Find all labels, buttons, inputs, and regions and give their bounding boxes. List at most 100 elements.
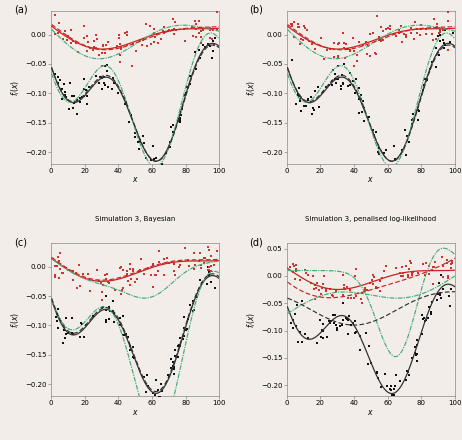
- Point: [365, 361, 372, 368]
- Point: [362, 39, 370, 46]
- Point: [58, 95, 65, 103]
- Point: [402, 31, 409, 38]
- Point: [110, 310, 118, 317]
- Point: [126, 282, 134, 289]
- Point: [377, 37, 384, 44]
- Point: [176, 341, 183, 348]
- Point: [109, 307, 116, 314]
- Point: [142, 20, 150, 27]
- Point: [127, 260, 134, 267]
- Point: [349, 77, 357, 84]
- Point: [338, 322, 346, 329]
- Point: [366, 52, 374, 59]
- Point: [101, 81, 109, 88]
- Point: [332, 321, 340, 328]
- Point: [136, 136, 143, 143]
- Point: [337, 86, 344, 93]
- Point: [344, 294, 352, 301]
- Y-axis label: $f_i(x)$: $f_i(x)$: [10, 312, 22, 328]
- Point: [142, 154, 150, 161]
- Point: [176, 118, 184, 125]
- Point: [209, 48, 216, 55]
- Point: [438, 253, 446, 260]
- Point: [136, 37, 144, 44]
- Point: [206, 43, 213, 50]
- Point: [122, 332, 129, 339]
- Point: [391, 143, 398, 150]
- Point: [176, 264, 183, 271]
- Point: [423, 260, 430, 267]
- Point: [383, 164, 390, 171]
- Point: [374, 284, 381, 291]
- Point: [105, 315, 112, 322]
- Point: [361, 287, 369, 294]
- Point: [437, 27, 444, 34]
- Point: [409, 268, 417, 275]
- Point: [355, 38, 363, 45]
- Point: [319, 327, 327, 334]
- Point: [105, 315, 112, 322]
- Point: [432, 36, 440, 43]
- Point: [122, 99, 130, 106]
- Point: [375, 34, 383, 41]
- Point: [377, 37, 384, 44]
- Point: [408, 355, 416, 362]
- Point: [170, 129, 177, 136]
- Point: [116, 58, 124, 65]
- Point: [197, 40, 205, 47]
- Point: [371, 274, 378, 281]
- Point: [317, 334, 324, 341]
- Point: [347, 322, 354, 329]
- Point: [166, 144, 174, 151]
- Point: [64, 33, 71, 40]
- Point: [213, 26, 220, 33]
- Point: [417, 32, 424, 39]
- Point: [102, 318, 109, 325]
- Point: [288, 319, 295, 326]
- Point: [152, 271, 160, 278]
- Point: [175, 353, 182, 360]
- Point: [326, 317, 333, 324]
- Point: [375, 144, 382, 151]
- Point: [77, 282, 84, 290]
- Point: [166, 26, 173, 33]
- Point: [387, 387, 394, 394]
- Point: [99, 43, 107, 50]
- Point: [125, 118, 133, 125]
- Point: [344, 45, 352, 52]
- Point: [119, 312, 126, 319]
- Text: Simulation 3, Bayesian: Simulation 3, Bayesian: [95, 216, 175, 222]
- Point: [114, 89, 122, 96]
- Point: [103, 271, 110, 278]
- Point: [435, 51, 442, 59]
- Point: [206, 271, 213, 279]
- Point: [373, 12, 381, 19]
- Point: [331, 71, 338, 78]
- Point: [51, 273, 58, 280]
- Point: [179, 105, 186, 112]
- Point: [73, 269, 80, 276]
- Point: [133, 275, 140, 282]
- Point: [180, 335, 187, 342]
- Point: [319, 335, 327, 342]
- Point: [331, 40, 338, 47]
- Point: [407, 257, 414, 264]
- Point: [144, 264, 152, 271]
- Point: [364, 51, 371, 58]
- Point: [73, 96, 81, 103]
- Point: [148, 403, 156, 411]
- Point: [420, 314, 427, 321]
- Point: [155, 163, 162, 170]
- Point: [365, 114, 372, 121]
- Point: [362, 329, 370, 336]
- Point: [426, 65, 434, 72]
- Point: [346, 48, 354, 55]
- Point: [103, 292, 110, 299]
- Point: [54, 324, 61, 331]
- Point: [158, 388, 165, 395]
- Point: [301, 267, 309, 274]
- Point: [207, 279, 214, 286]
- Point: [322, 84, 330, 91]
- Point: [435, 280, 442, 287]
- Point: [340, 291, 347, 298]
